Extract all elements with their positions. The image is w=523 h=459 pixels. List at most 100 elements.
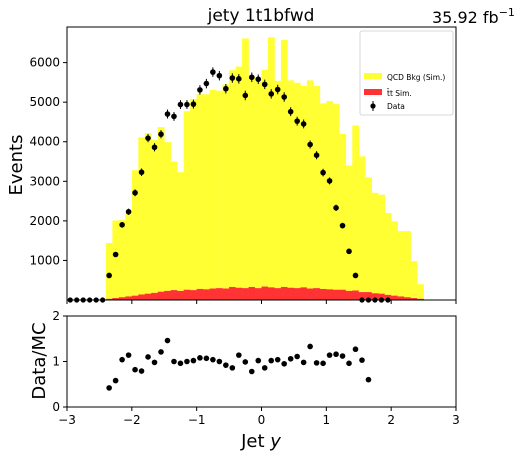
luminosity-value: 35.92 fb [432,8,499,27]
data-point [326,178,333,184]
chart-title: jety 1t1bfwd [207,6,315,26]
qcd-bar [190,99,197,291]
qcd-bar [203,94,210,290]
ratio-point [255,357,262,364]
qcd-bar [229,70,236,287]
ttbar-bar [131,295,139,300]
ratio-point [197,355,203,361]
ratio-points [106,337,372,391]
ratio-point [294,353,300,360]
ratio-point [132,366,138,373]
data-point [216,72,223,79]
qcd-bar [105,243,113,299]
main-plot-frame [66,26,457,301]
qcd-bar [287,80,295,288]
x-tick-label: 1 [323,413,331,427]
data-point [320,169,326,176]
data-point [236,76,242,82]
ttbar-bar [235,287,243,300]
luminosity-exponent: −1 [499,6,515,19]
ttbar-bar [371,293,379,300]
data-point [132,189,138,196]
ratio-point [171,358,177,365]
ttbar-bar [313,288,321,300]
ratio-point [203,355,210,362]
qcd-bar [300,85,308,288]
data-point [346,248,352,255]
data-point [287,108,294,115]
data-point [138,169,145,176]
qcd-bar [151,140,159,293]
ratio-plot-panel: 0 1 2 −3 −2 −1 0 1 2 3 Data/MC Jet y [29,309,460,452]
stacked-histogram [105,37,424,300]
ratio-point [190,357,197,364]
qcd-bar [125,212,133,297]
ttbar-bar [157,291,165,300]
data-point [223,85,229,92]
qcd-bar [397,231,405,297]
ratio-point [184,358,190,365]
data-point [261,81,268,88]
ratio-point [106,385,112,391]
main-y-axis-label: Events [6,135,27,196]
qcd-bar [170,161,178,291]
ratio-point [138,368,145,374]
ratio-point [210,356,216,363]
ratio-point [281,360,287,367]
qcd-bar [222,84,230,289]
x-axis-label-variable: y [269,431,281,452]
ratio-plot-frame [66,315,457,408]
legend-marker-data [370,103,376,109]
ratio-point [223,362,229,368]
qcd-bar [384,212,392,295]
data-point [333,205,339,211]
legend-swatch-ttbar [364,89,382,95]
ratio-point [216,358,223,365]
ttbar-bar [209,288,217,300]
legend: QCD Bkg (Sim.) t̄t Sim. Data [359,30,454,116]
data-point [300,121,307,127]
ttbar-bar [358,292,366,300]
qcd-bar [177,172,184,291]
luminosity-label: 35.92 fb−1 [432,6,515,27]
data-point [313,152,320,158]
x-tick-label: 3 [452,413,460,427]
data-point [248,74,255,81]
ratio-point [307,343,313,350]
qcd-bar [332,104,340,290]
main-plot-panel: 1000 2000 3000 4000 5000 6000 Events [6,26,457,304]
data-point [151,144,158,151]
legend-label-ttbar: t̄t Sim. [387,89,412,98]
qcd-bar [280,40,288,287]
ttbar-bar [345,290,353,300]
ttbar-bar [404,297,411,300]
qcd-bar [255,81,262,289]
qcd-bar [183,111,191,290]
ratio-point [333,351,339,358]
x-tick-label: 0 [258,413,266,427]
qcd-bar [267,37,275,288]
ttbar-bar [306,288,314,300]
data-point [112,251,119,258]
qcd-bar [261,69,269,287]
data-point [274,86,281,93]
ttbar-bar [391,295,398,300]
qcd-bar [235,66,243,288]
qcd-bar [248,76,256,287]
qcd-bar [417,284,424,299]
ttbar-bar [352,290,360,300]
qcd-bar [306,80,314,289]
qcd-bar [365,177,373,293]
qcd-bar [216,90,223,289]
qcd-bar [410,261,418,299]
qcd-bar [391,221,398,296]
data-point [203,80,210,87]
ttbar-bar [177,290,184,300]
ttbar-bar [267,287,275,300]
data-point [171,113,177,120]
qcd-bar [209,89,217,289]
ratio-point [242,359,249,365]
ratio-point [300,359,307,366]
data-point [255,76,262,83]
data-point [294,118,300,124]
